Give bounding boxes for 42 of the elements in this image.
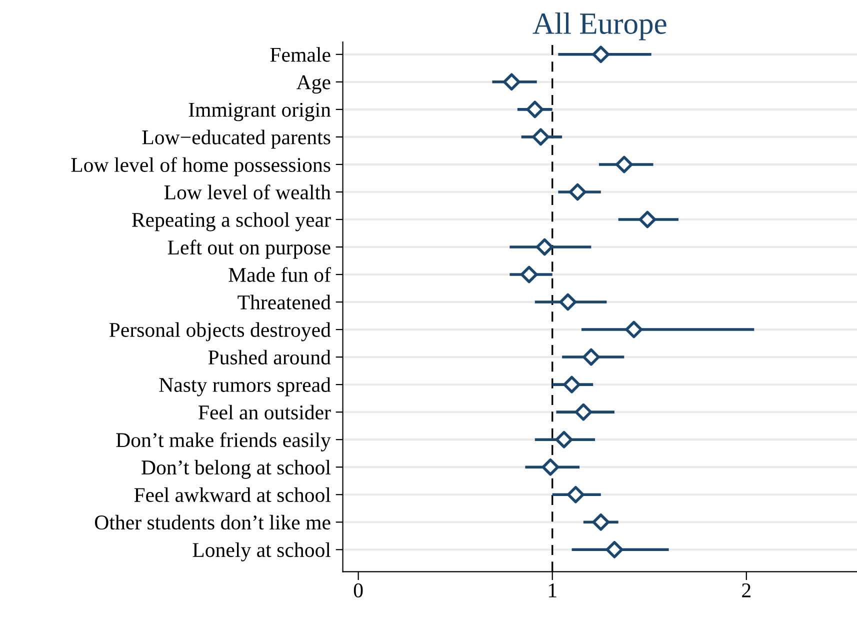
point xyxy=(532,128,550,146)
point xyxy=(592,513,610,531)
y-tick-label: Pushed around xyxy=(208,350,331,364)
point xyxy=(559,293,577,311)
y-tick-label: Threatened xyxy=(238,294,331,310)
y-tick-label: Immigrant origin xyxy=(188,102,331,122)
point xyxy=(592,46,610,64)
point xyxy=(536,238,554,256)
point xyxy=(568,183,586,201)
point xyxy=(606,540,624,558)
point xyxy=(566,486,584,504)
y-tick-label: Other students don’t like me xyxy=(94,514,330,530)
y-tick-label: Low−educated parents xyxy=(142,130,330,149)
y-tick-label: Personal objects destroyed xyxy=(109,322,331,342)
point xyxy=(625,320,643,338)
y-tick-label: Don’t make friends easily xyxy=(116,432,331,452)
x-tick-label: 2 xyxy=(742,583,750,598)
point xyxy=(563,376,580,394)
x-tick-label: 0 xyxy=(354,583,363,598)
point xyxy=(526,100,544,118)
y-tick-label: Don’t belong at school xyxy=(142,460,331,479)
point xyxy=(502,73,520,91)
y-tick-label: Low level of home possessions xyxy=(71,157,330,176)
y-tick-label: Left out on purpose xyxy=(168,240,330,259)
y-tick-label: Feel an outsider xyxy=(198,404,331,420)
point xyxy=(638,210,656,228)
y-tick-label: Female xyxy=(270,47,330,62)
point xyxy=(574,403,592,421)
y-tick-label: Feel awkward at school xyxy=(134,487,331,502)
chart-title: All Europe xyxy=(532,12,666,40)
y-tick-label: Made fun of xyxy=(228,267,331,282)
y-tick-label: Nasty rumors spread xyxy=(159,377,331,396)
y-tick-label: Repeating a school year xyxy=(132,212,331,232)
point xyxy=(555,430,573,448)
point xyxy=(582,348,600,366)
point xyxy=(542,458,560,476)
point xyxy=(615,156,633,174)
y-tick-label: Low level of wealth xyxy=(164,184,331,200)
y-tick-label: Lonely at school xyxy=(192,542,331,562)
x-tick-label: 1 xyxy=(548,583,556,598)
point xyxy=(520,266,538,284)
y-tick-label: Age xyxy=(296,75,330,94)
